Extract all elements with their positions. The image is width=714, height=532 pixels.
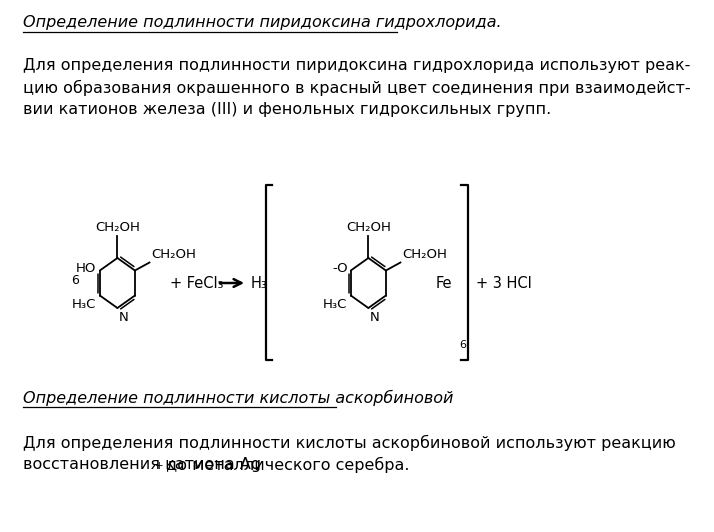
Text: H₃C: H₃C <box>72 297 96 311</box>
Text: 6: 6 <box>460 340 466 350</box>
Text: H₃: H₃ <box>251 276 268 290</box>
Text: -O: -O <box>332 262 348 275</box>
Text: CH₂OH: CH₂OH <box>402 247 447 261</box>
Text: CH₂OH: CH₂OH <box>346 221 391 234</box>
Text: H₃C: H₃C <box>323 297 348 311</box>
Text: вии катионов железа (III) и фенольных гидроксильных групп.: вии катионов железа (III) и фенольных ги… <box>23 102 551 117</box>
Text: Для определения подлинности пиридоксина гидрохлорида используют реак-: Для определения подлинности пиридоксина … <box>23 58 690 73</box>
Text: цию образования окрашенного в красный цвет соединения при взаимодейст-: цию образования окрашенного в красный цв… <box>23 80 690 96</box>
Text: +: + <box>155 461 164 471</box>
Text: N: N <box>370 311 380 324</box>
Text: Для определения подлинности кислоты аскорбиновой используют реакцию: Для определения подлинности кислоты аско… <box>23 435 675 451</box>
Text: + FeCl₃: + FeCl₃ <box>170 276 223 290</box>
Text: HO: HO <box>76 262 96 275</box>
Text: N: N <box>119 311 129 324</box>
Text: Fe: Fe <box>436 276 452 290</box>
Text: до металлического серебра.: до металлического серебра. <box>161 457 410 473</box>
Text: Определение подлинности пиридоксина гидрохлорида.: Определение подлинности пиридоксина гидр… <box>23 15 501 30</box>
Text: CH₂OH: CH₂OH <box>151 247 196 261</box>
Text: CH₂OH: CH₂OH <box>95 221 140 234</box>
Text: + 3 HCl: + 3 HCl <box>476 276 532 290</box>
Text: Определение подлинности кислоты аскорбиновой: Определение подлинности кислоты аскорбин… <box>23 390 453 406</box>
Text: восстановления катиона Ag: восстановления катиона Ag <box>23 457 261 472</box>
Text: 6: 6 <box>71 273 79 287</box>
